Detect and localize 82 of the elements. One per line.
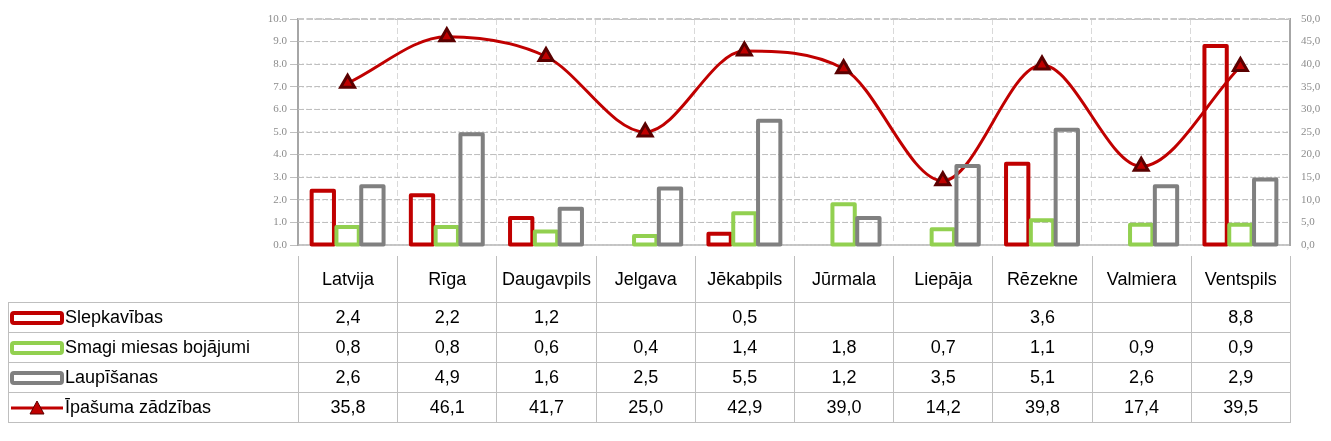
y-tick-label: 6.0 — [273, 102, 288, 115]
data-label: 1,2 — [496, 302, 597, 333]
x-tick-label: Jūrmala — [794, 256, 894, 303]
x-tick-label: Ventspils — [1191, 256, 1291, 303]
data-label: 39,8 — [992, 392, 1092, 423]
data-label: 1,6 — [496, 362, 597, 393]
y-tick-label: 2.0 — [273, 192, 288, 205]
legend-label: Smagi miesas bojājumi — [65, 337, 251, 357]
point — [636, 122, 654, 138]
legend-label: Īpašuma zādzības — [65, 397, 212, 417]
y-tick-label: 8.0 — [273, 57, 288, 70]
data-label: 1,8 — [794, 332, 894, 363]
x-tick-label: Rīga — [397, 256, 497, 303]
y2-tick-label: 10,0 — [1301, 192, 1321, 205]
data-label: 2,5 — [596, 362, 696, 393]
y2-tick-label: 20,0 — [1301, 147, 1321, 160]
data-label: 41,7 — [496, 392, 597, 423]
y-tick-label: 0.0 — [273, 237, 288, 250]
data-label: 35,8 — [298, 392, 398, 423]
x-tick-label: Valmiera — [1092, 256, 1192, 303]
data-label: 3,6 — [992, 302, 1092, 333]
y2-tick-label: 15,0 — [1301, 170, 1321, 183]
point — [438, 27, 456, 43]
y2-tick-label: 35,0 — [1301, 79, 1321, 92]
x-tick-label: Jelgava — [596, 256, 696, 303]
y2-tick-label: 45,0 — [1301, 34, 1321, 47]
data-label: 2,4 — [298, 302, 398, 333]
data-label: 39,5 — [1191, 392, 1291, 423]
y-tick-label: 4.0 — [273, 147, 288, 160]
point — [1132, 156, 1150, 172]
x-tick-label: Jēkabpils — [695, 256, 795, 303]
data-label: 2,6 — [1092, 362, 1192, 393]
y2-tick-label: 0,0 — [1301, 237, 1316, 250]
data-label: 39,0 — [794, 392, 894, 423]
x-tick-label: Latvija — [298, 256, 398, 303]
x-tick-label: Liepāja — [893, 256, 993, 303]
data-label: 1,4 — [695, 332, 795, 363]
data-label: 3,5 — [893, 362, 993, 393]
data-label: 2,2 — [397, 302, 497, 333]
y2-tick-label: 50,0 — [1301, 11, 1321, 24]
data-label: 8,8 — [1191, 302, 1291, 333]
data-label: 5,1 — [992, 362, 1092, 393]
data-label: 0,8 — [298, 332, 398, 363]
x-tick-label: Rēzekne — [992, 256, 1092, 303]
data-label: 17,4 — [1092, 392, 1192, 423]
data-label: 0,9 — [1191, 332, 1291, 363]
data-label: 0,6 — [496, 332, 597, 363]
y-tick-label: 5.0 — [273, 124, 288, 137]
data-label: 14,2 — [893, 392, 993, 423]
y2-tick-label: 30,0 — [1301, 102, 1321, 115]
data-label: 46,1 — [397, 392, 497, 423]
point — [835, 59, 853, 75]
data-label: 0,5 — [695, 302, 795, 333]
data-label: 2,9 — [1191, 362, 1291, 393]
point — [735, 41, 753, 57]
data-label: 0,4 — [596, 332, 696, 363]
point — [1033, 55, 1051, 71]
y-tick-label: 9.0 — [273, 34, 288, 47]
y-tick-label: 3.0 — [273, 170, 288, 183]
y2-tick-label: 5,0 — [1301, 215, 1316, 228]
point — [537, 47, 555, 63]
data-label: 1,2 — [794, 362, 894, 393]
legend-label: Slepkavības — [65, 307, 164, 327]
y-tick-label: 1.0 — [273, 215, 288, 228]
data-label: 42,9 — [695, 392, 795, 423]
point — [934, 171, 952, 187]
data-label: 1,1 — [992, 332, 1092, 363]
y-tick-label: 7.0 — [273, 79, 288, 92]
y2-tick-label: 25,0 — [1301, 124, 1321, 137]
data-label: 0,8 — [397, 332, 497, 363]
legend-label: Laupīšanas — [65, 367, 159, 387]
data-label: 5,5 — [695, 362, 795, 393]
point — [1231, 56, 1249, 72]
data-label: 4,9 — [397, 362, 497, 393]
data-label: 2,6 — [298, 362, 398, 393]
y-tick-label: 10.0 — [267, 11, 288, 24]
data-label: 0,9 — [1092, 332, 1192, 363]
x-tick-label: Daugavpils — [496, 256, 597, 303]
data-label: 0,7 — [893, 332, 993, 363]
y2-tick-label: 40,0 — [1301, 57, 1321, 70]
data-label: 25,0 — [596, 392, 696, 423]
point — [339, 73, 357, 89]
